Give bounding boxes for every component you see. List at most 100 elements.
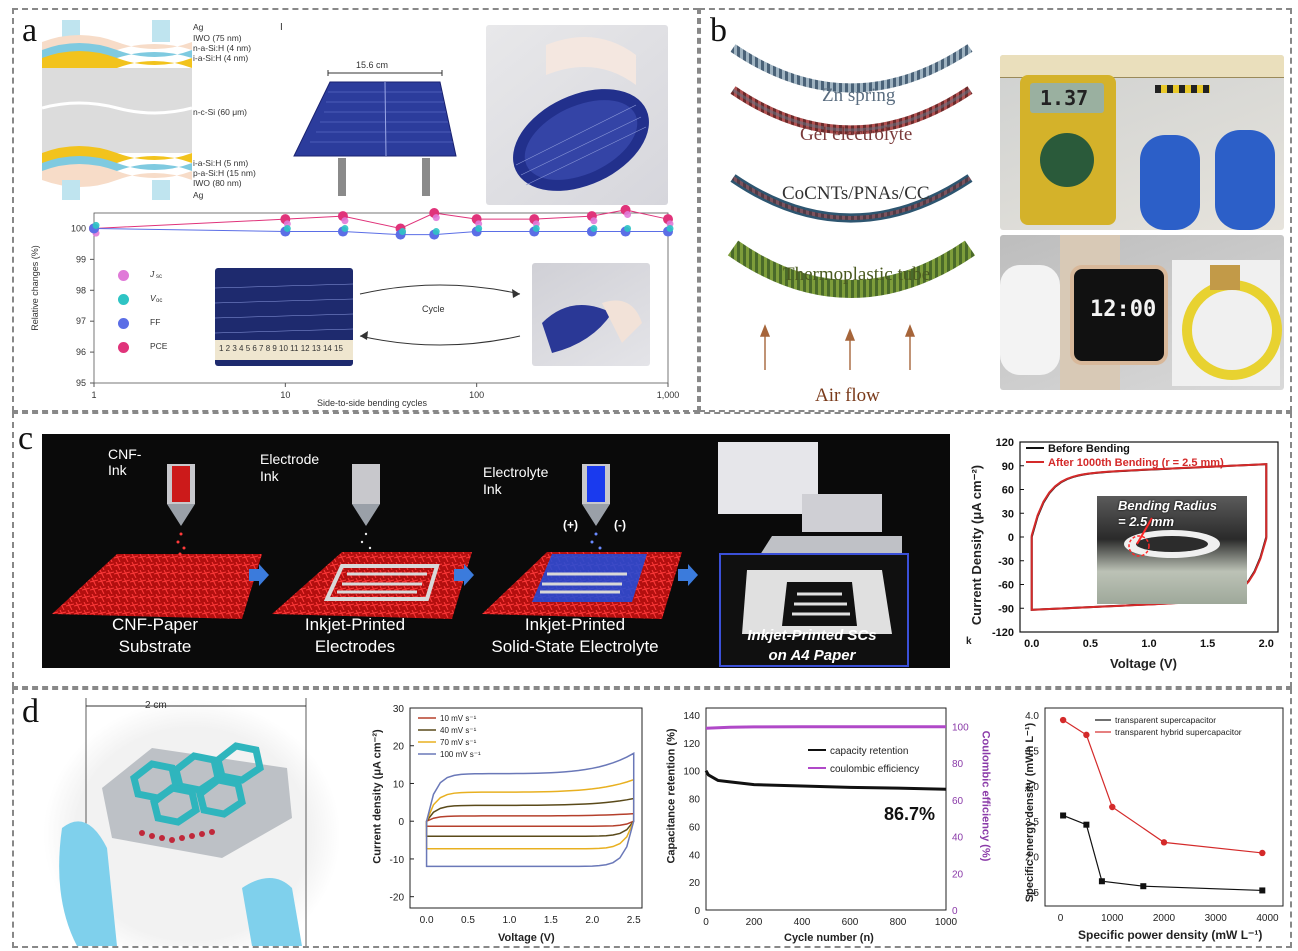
legend-jsc: J — [150, 269, 155, 279]
legend-label: 70 mV s⁻¹ — [440, 738, 477, 747]
data-point — [432, 214, 440, 222]
x-tick-label: 4000 — [1256, 913, 1279, 924]
x-tick-label: 2.0 — [1259, 638, 1274, 650]
y-tick-label: 3.0 — [1025, 782, 1039, 793]
data-point — [432, 228, 440, 236]
step-label: Inkjet-Printed Solid-State Electrolyte — [470, 614, 680, 658]
legend-ff: FF — [150, 317, 161, 327]
chart-d2-ylabel: Capacitance retention (%) — [665, 728, 678, 864]
data-point — [532, 224, 540, 232]
scale-label: 2 cm — [145, 700, 167, 711]
layer-label: n-c-Si (60 μm) — [193, 107, 248, 117]
layer-label: n-a-Si:H (4 nm) — [193, 43, 252, 53]
legend-label: After 1000th Bending (r = 2.5 mm) — [1048, 457, 1224, 469]
legend-label: transparent supercapacitor — [1115, 715, 1216, 725]
y-tick-label: 97 — [76, 316, 86, 326]
y-tick-label: 2.0 — [1025, 853, 1039, 864]
y-tick-label: 95 — [76, 378, 86, 388]
series-line — [93, 209, 669, 229]
ink-label-top: Electrolyte — [483, 464, 549, 480]
x-tick-label: 1.5 — [544, 915, 558, 926]
y-tick-label: 1.5 — [1025, 888, 1039, 899]
legend-label: coulombic efficiency — [830, 764, 919, 775]
glove-right — [1215, 130, 1275, 230]
x-tick-label: 2000 — [1153, 913, 1176, 924]
y-tick-label: 90 — [1002, 461, 1014, 473]
data-point — [590, 217, 598, 225]
multimeter-dial — [1040, 133, 1094, 187]
legend-label: 40 mV s⁻¹ — [440, 726, 477, 735]
x-tick-label: 400 — [794, 917, 811, 928]
y-tick-label: 120 — [996, 437, 1014, 449]
layer-label: Ag — [193, 190, 204, 200]
x-tick-label: 1.5 — [1200, 638, 1215, 650]
data-point — [92, 221, 100, 229]
step-line2: Electrodes — [314, 637, 396, 656]
label-zn-spring: Zn spring — [822, 85, 896, 106]
layer-label: i-a-Si:H (4 nm) — [193, 53, 249, 63]
y-tick-label: 120 — [683, 739, 700, 750]
rolled-cell-photo — [486, 25, 668, 205]
legend-label: 10 mV s⁻¹ — [440, 714, 477, 723]
cycle-label: Cycle — [422, 304, 445, 314]
series-line — [93, 227, 668, 236]
ink-label-bottom: Ink — [260, 468, 279, 484]
ink-label-top: CNF- — [108, 446, 142, 462]
watch-inset-core — [1210, 265, 1240, 290]
x-tick-label: 800 — [890, 917, 907, 928]
legend-label: Before Bending — [1048, 443, 1130, 455]
cell-width-label: 15.6 cm — [356, 60, 389, 70]
series-line — [705, 725, 946, 730]
plot-frame — [1044, 707, 1284, 907]
y-tick-label: 20 — [393, 742, 405, 753]
y2-tick-label: 80 — [952, 759, 964, 770]
inset-bending-radius: Bending Radius = 2.5 mm — [1118, 498, 1217, 530]
data-point — [475, 224, 483, 232]
glove-left — [1000, 265, 1060, 375]
ruler-strip — [1000, 55, 1284, 78]
panel-label-b: b — [710, 12, 727, 49]
polarity-minus: (-) — [614, 518, 626, 532]
y2-tick-label: 60 — [952, 796, 964, 807]
x-tick-label: 1.0 — [1141, 638, 1156, 650]
chart-d1-ylabel: Current density (μA cm⁻²) — [371, 729, 384, 864]
label-thermoplastic-tube: Thermoplastic tube — [783, 264, 931, 285]
data-point — [590, 224, 598, 232]
y2-tick-label: 20 — [952, 869, 964, 880]
ink-label-bottom: Ink — [483, 481, 502, 497]
y-tick-label: 140 — [683, 711, 700, 722]
step-label: Inkjet-Printed Electrodes — [280, 614, 430, 658]
watch-time: 12:00 — [1090, 297, 1157, 322]
legend-voc: V — [150, 293, 156, 303]
device-illustration — [59, 698, 307, 946]
flat-cell-photo: 1 2 3 4 5 6 7 8 9 10 11 12 13 14 15 — [215, 268, 353, 366]
chart-a-xlabel: Side-to-side bending cycles — [317, 398, 428, 408]
panel-d-frame — [12, 688, 1292, 948]
x-tick-label: 1,000 — [657, 390, 680, 400]
y-tick-label: 40 — [689, 850, 701, 861]
x-tick-label: 100 — [469, 390, 484, 400]
label-electrode: CoCNTs/PNAs/CC — [782, 183, 930, 204]
multimeter-photo: 1.37 — [1000, 55, 1284, 230]
y2-tick-label: 100 — [952, 722, 969, 733]
y-tick-label: 100 — [683, 767, 700, 778]
final-line1: Inkjet-Printed SCs — [747, 627, 877, 644]
chart-d1-xlabel: Voltage (V) — [498, 932, 555, 944]
data-point — [399, 228, 407, 236]
series-line — [1062, 814, 1263, 892]
layer-label: IWO (75 nm) — [193, 33, 242, 43]
series-line — [425, 752, 635, 868]
chart-c-ylabel: Current Density (μA cm⁻²) — [969, 464, 985, 626]
y-tick-label: 30 — [1002, 508, 1014, 520]
y-tick-label: 80 — [689, 795, 701, 806]
panel-b-frame — [699, 8, 1292, 412]
bent-cell-photo — [532, 263, 650, 366]
data-point — [1098, 878, 1105, 885]
series-line — [425, 797, 635, 838]
watch-inset — [1172, 260, 1282, 386]
x-tick-label: 600 — [842, 917, 859, 928]
layer-label: p-a-Si:H (15 nm) — [193, 168, 256, 178]
chart-c-corner-k: k — [966, 636, 972, 647]
chart-d3-xlabel: Specific power density (mW L⁻¹) — [1078, 928, 1263, 942]
